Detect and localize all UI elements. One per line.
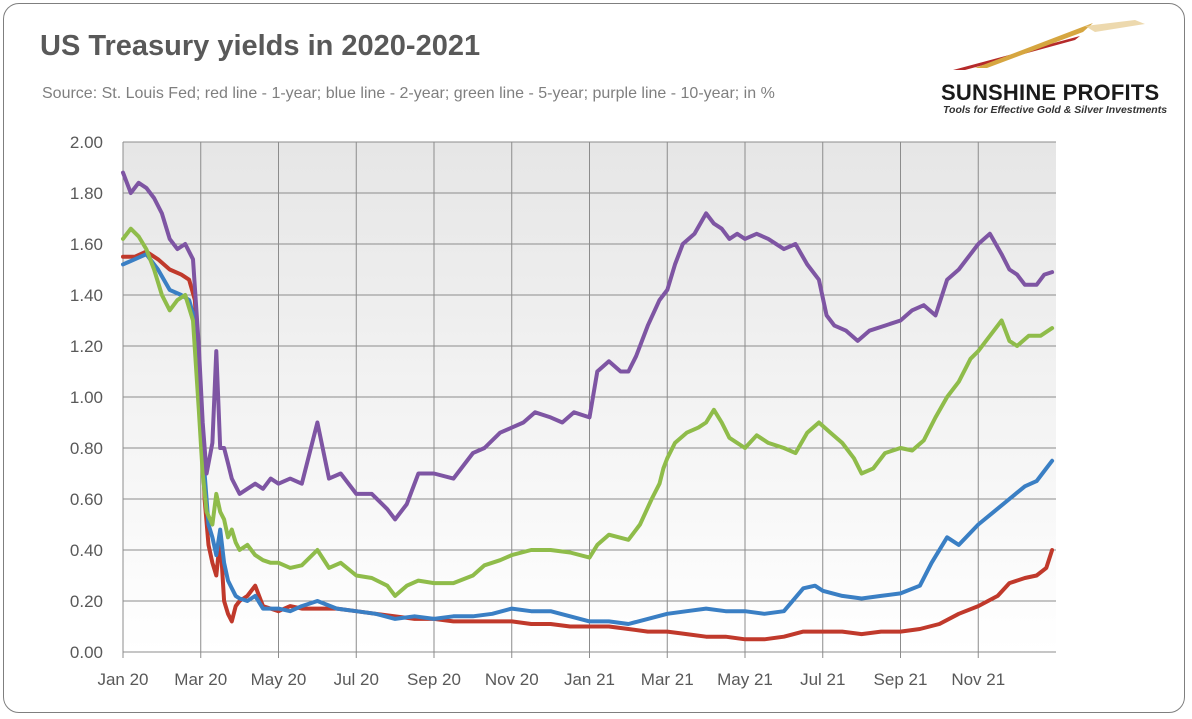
y-tick-label: 2.00 — [70, 133, 103, 152]
x-tick-label: Jan 21 — [564, 670, 615, 689]
y-tick-label: 1.60 — [70, 235, 103, 254]
y-tick-label: 1.20 — [70, 337, 103, 356]
x-tick-label: Jul 20 — [334, 670, 379, 689]
sunshine-profits-logo: SUNSHINE PROFITS Tools for Effective Gol… — [935, 18, 1175, 118]
series-line-5-year — [121, 226, 1055, 598]
logo-swoosh-icon — [953, 20, 1145, 70]
y-tick-label: 0.20 — [70, 592, 103, 611]
y-axis: 0.00 0.20 0.40 0.60 0.80 1.00 1.20 1.40 1.60 1.80… — [70, 133, 103, 662]
y-tick-label: 1.80 — [70, 184, 103, 203]
y-tick-label: 0.00 — [70, 643, 103, 662]
x-axis: Jan 20 Mar 20 May 20 Jul 20 Sep 20 Nov 20 Jan … — [97, 670, 1005, 689]
series-line-1-year — [121, 249, 1055, 642]
x-tick-label: May 20 — [251, 670, 307, 689]
logo-name: SUNSHINE PROFITS — [941, 80, 1160, 105]
series-line-10-year — [121, 170, 1055, 522]
x-tick-label: Sep 20 — [407, 670, 461, 689]
x-tick-label: Nov 21 — [951, 670, 1005, 689]
chart-subtitle: Source: St. Louis Fed; red line - 1-year… — [42, 85, 775, 102]
x-tick-label: Jan 20 — [97, 670, 148, 689]
y-tick-label: 1.00 — [70, 388, 103, 407]
y-tick-label: 0.60 — [70, 490, 103, 509]
series-line-2-year — [121, 252, 1055, 626]
x-tick-label: May 21 — [717, 670, 773, 689]
x-tick-label: Mar 20 — [174, 670, 227, 689]
x-tick-label: Jul 21 — [800, 670, 845, 689]
x-tick-label: Sep 21 — [874, 670, 928, 689]
y-tick-label: 1.40 — [70, 286, 103, 305]
y-tick-label: 0.40 — [70, 541, 103, 560]
x-tick-label: Nov 20 — [485, 670, 539, 689]
x-tick-label: Mar 21 — [641, 670, 694, 689]
y-tick-label: 0.80 — [70, 439, 103, 458]
series-lines — [121, 170, 1055, 642]
logo-tagline: Tools for Effective Gold & Silver Invest… — [943, 104, 1168, 116]
chart-title: US Treasury yields in 2020-2021 — [40, 30, 481, 62]
